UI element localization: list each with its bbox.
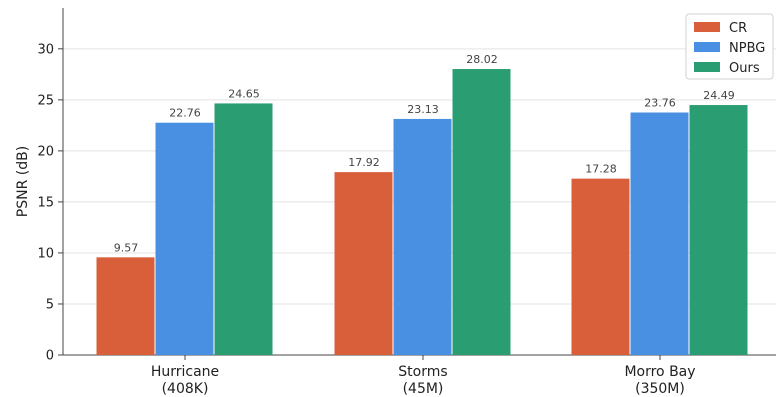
y-tick-label: 0 <box>46 349 54 364</box>
legend-swatch-cr <box>694 22 720 32</box>
bar-value-label: 17.92 <box>348 156 380 169</box>
y-tick-label: 30 <box>37 42 54 57</box>
y-tick-label: 10 <box>37 246 54 261</box>
bar-cr <box>96 257 155 355</box>
bar-npbg <box>393 118 452 355</box>
bar-cr <box>571 178 630 355</box>
y-tick-label: 25 <box>37 93 54 108</box>
bar-value-label: 9.57 <box>114 241 139 254</box>
legend-label-cr: CR <box>729 21 747 36</box>
legend-label-ours: Ours <box>729 61 760 76</box>
legend-swatch-npbg <box>694 42 720 52</box>
y-axis-title: PSNR (dB) <box>15 146 31 217</box>
bar-value-label: 23.76 <box>644 97 676 110</box>
bar-value-label: 23.13 <box>407 103 439 116</box>
bar-npbg <box>630 112 689 355</box>
bar-ours <box>214 103 273 355</box>
bar-cr <box>334 172 393 355</box>
bar-ours <box>689 105 748 355</box>
legend-swatch-ours <box>694 62 720 72</box>
y-tick-label: 20 <box>37 144 54 159</box>
x-tick-label: (408K) <box>162 381 209 397</box>
bar-value-label: 28.02 <box>466 53 498 66</box>
y-tick-label: 15 <box>37 195 54 210</box>
x-tick-label: (350M) <box>635 381 685 397</box>
bar-value-label: 17.28 <box>585 163 617 176</box>
x-tick-label: Storms <box>398 364 447 380</box>
bar-value-label: 22.76 <box>169 107 201 120</box>
x-tick-label: Morro Bay <box>624 364 695 380</box>
bar-value-label: 24.65 <box>228 87 260 100</box>
x-tick-label: (45M) <box>403 381 444 397</box>
bar-npbg <box>155 122 214 356</box>
x-tick-label: Hurricane <box>151 364 219 380</box>
y-tick-label: 5 <box>46 297 54 312</box>
legend-label-npbg: NPBG <box>729 41 765 56</box>
bar-value-label: 24.49 <box>703 89 735 102</box>
bar-ours <box>452 69 511 355</box>
